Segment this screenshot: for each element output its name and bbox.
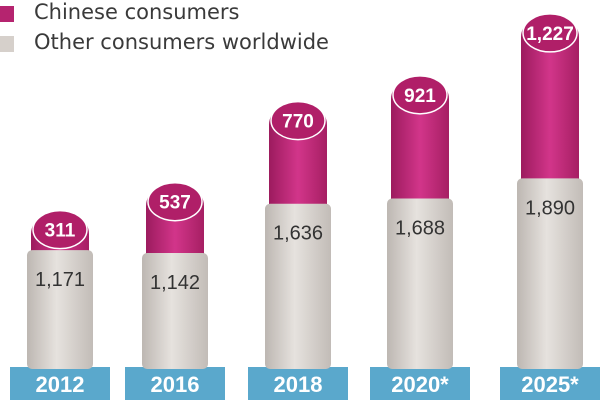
category-label: 2012 <box>36 372 85 397</box>
category-label: 2020* <box>391 372 449 397</box>
category-band <box>125 367 225 400</box>
value-label-other: 1,142 <box>150 272 200 294</box>
value-label-chinese: 311 <box>45 221 76 242</box>
bar-other <box>517 178 583 369</box>
bar-chinese <box>521 15 579 185</box>
value-label-other: 1,171 <box>35 269 85 291</box>
legend: Chinese consumers Other consumers worldw… <box>0 0 600 70</box>
bar-other <box>387 198 453 369</box>
bar-chinese-oval <box>270 100 326 141</box>
value-label-chinese: 770 <box>282 112 314 133</box>
category-band <box>248 367 348 400</box>
legend-label-other: Other consumers worldwide <box>34 30 329 54</box>
value-label-chinese: 537 <box>159 193 191 214</box>
category-band <box>500 367 600 400</box>
legend-swatch-other <box>0 36 14 52</box>
bar-chinese-oval <box>522 13 578 53</box>
bar-chinese-oval <box>32 209 88 250</box>
value-label-chinese: 1,227 <box>526 24 574 45</box>
legend-label-chinese: Chinese consumers <box>34 0 240 24</box>
bar-other <box>142 253 208 369</box>
category-label: 2025* <box>521 372 579 397</box>
value-label-other: 1,636 <box>273 223 323 245</box>
category-band <box>10 367 110 400</box>
bar-other <box>27 250 93 369</box>
bar-chinese-oval <box>147 181 203 222</box>
value-label-other: 1,890 <box>525 197 575 219</box>
bar-chinese-oval <box>392 75 448 115</box>
category-label: 2016 <box>151 372 200 397</box>
bar-other <box>265 203 331 369</box>
category-label: 2018 <box>274 372 323 397</box>
category-band <box>370 367 470 400</box>
legend-swatch-chinese <box>0 6 14 22</box>
value-label-other: 1,688 <box>395 218 445 240</box>
value-label-chinese: 921 <box>404 86 436 107</box>
